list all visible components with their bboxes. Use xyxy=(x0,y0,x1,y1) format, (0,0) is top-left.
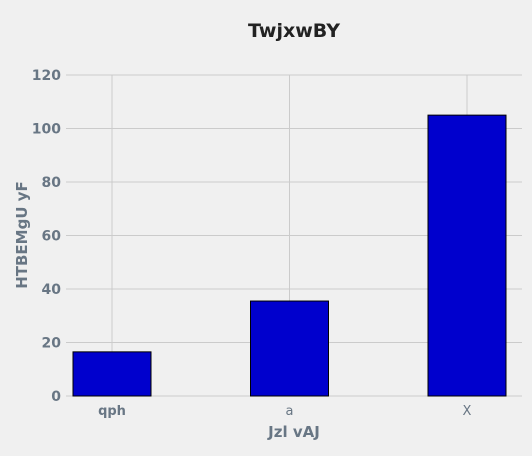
bar-a xyxy=(250,300,329,397)
y-tick-label: 0 xyxy=(51,389,61,405)
bars xyxy=(72,114,507,397)
y-tick-labels: 0 20 40 60 80 100 120 xyxy=(32,68,61,405)
x-tick-label: a xyxy=(286,404,294,419)
y-tick-label: 20 xyxy=(42,336,62,352)
y-tick-label: 100 xyxy=(32,122,61,138)
bar-X xyxy=(427,114,507,397)
x-axis-label: Jzl vAJ xyxy=(267,423,320,441)
y-tick-label: 80 xyxy=(42,175,62,191)
y-tick-label: 60 xyxy=(42,229,62,245)
x-tick-label: X xyxy=(463,404,472,419)
y-tick-label: 120 xyxy=(32,68,61,84)
y-axis-label: HTBEMgU yF xyxy=(13,181,31,289)
bar-qph xyxy=(72,351,152,397)
chart-title: TwjxwBY xyxy=(248,20,340,42)
y-tick-label: 40 xyxy=(42,282,62,298)
x-tick-labels: qph a X xyxy=(98,404,471,419)
x-tick-label: qph xyxy=(98,404,126,419)
